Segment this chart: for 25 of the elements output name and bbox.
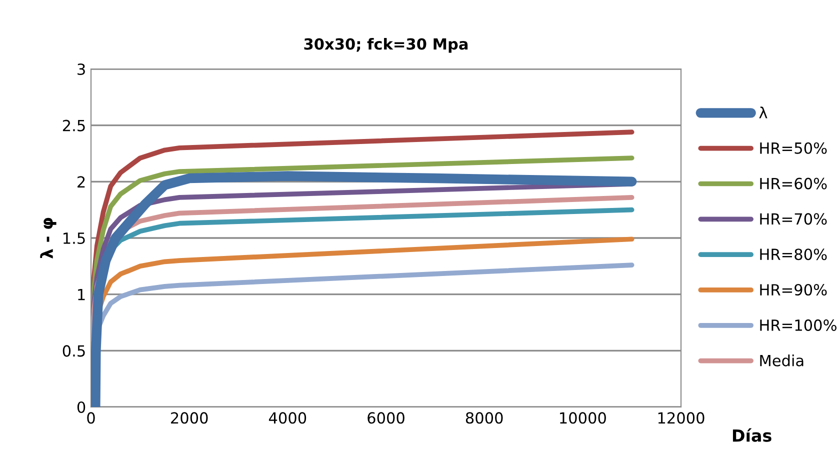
legend-label: HR=90%: [760, 284, 827, 296]
y-axis-title: λ - φ: [40, 218, 56, 259]
x-tick-label: 10000: [560, 412, 606, 424]
y-tick-label: 1: [78, 289, 85, 300]
x-tick-label: 2000: [171, 412, 208, 424]
x-axis-title: Días: [732, 428, 772, 442]
legend-label: λ: [759, 106, 768, 118]
x-tick-label: 8000: [466, 412, 503, 424]
y-tick-label: 3: [78, 63, 85, 76]
x-tick-label: 12000: [658, 412, 704, 424]
legend-label: HR=100%: [760, 319, 836, 331]
legend-label: HR=80%: [760, 248, 827, 260]
x-tick-label: 6000: [368, 412, 404, 424]
y-tick-label: 0: [77, 401, 86, 414]
legend-label: HR=50%: [760, 142, 827, 154]
y-tick-label: 2: [78, 176, 85, 188]
legend-label: HR=60%: [760, 178, 827, 190]
y-tick-label: 0.5: [62, 345, 85, 357]
x-tick-label: 0: [87, 412, 95, 424]
y-tick-label: 1.5: [64, 232, 85, 244]
y-tick-label: 2.5: [62, 120, 85, 132]
legend-label: HR=70%: [760, 213, 827, 225]
chart-title: 30x30; fck=30 Mpa: [304, 38, 468, 53]
legend-label: Media: [760, 354, 804, 366]
x-tick-label: 4000: [268, 412, 306, 424]
